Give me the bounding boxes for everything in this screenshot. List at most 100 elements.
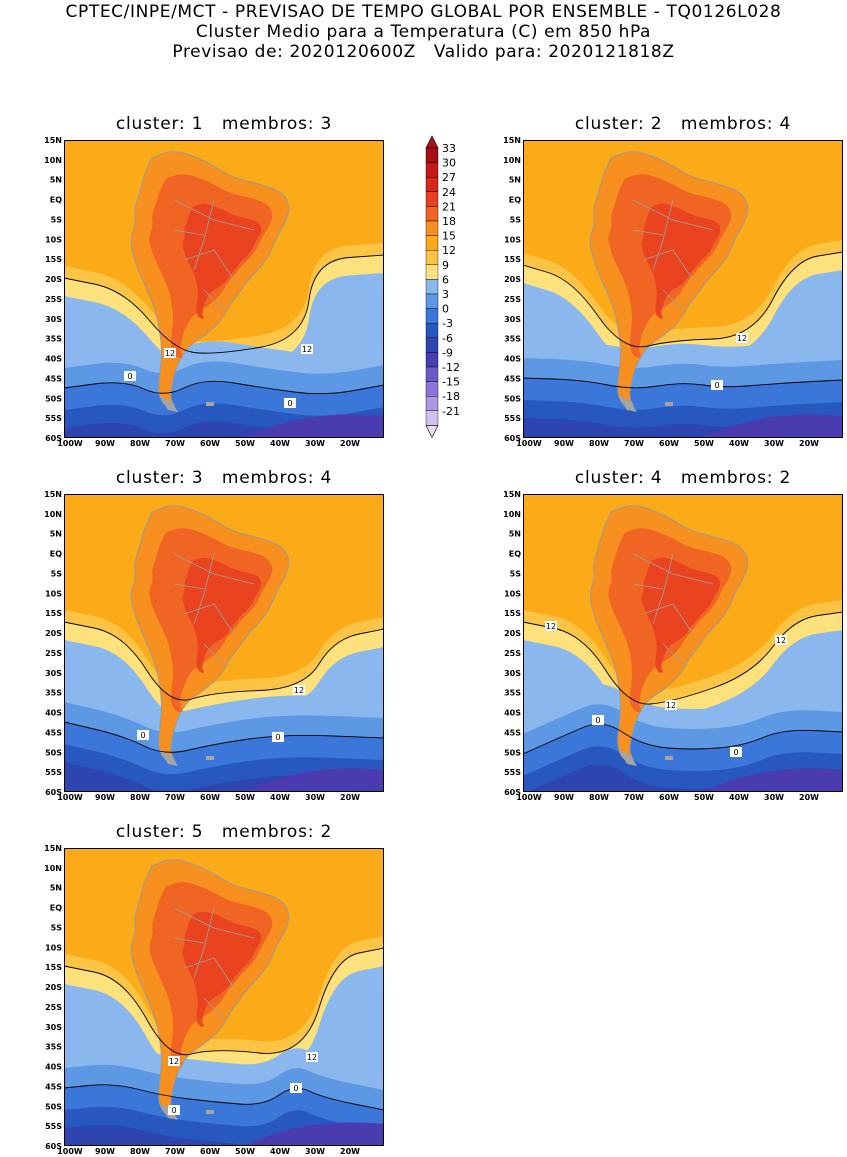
contour-label: 0 <box>127 372 132 381</box>
lat-tick-label: 20S <box>504 629 521 638</box>
map-axes: 15N 10N 5N EQ 5S 10S 15S 20S 25S 30S 35S 40S 45S 50S 5… <box>44 490 360 802</box>
map-axes: 15N 10N 5N EQ 5S 10S 15S 20S 25S 30S 35S 40S 45S 50S 5… <box>44 844 360 1156</box>
lat-tick-label: 25S <box>45 295 62 304</box>
lat-tick-label: 5N <box>509 530 521 539</box>
lat-tick-label: 40S <box>45 355 62 364</box>
lon-tick-label: 70W <box>165 439 185 448</box>
lat-tick-label: 15S <box>45 255 62 264</box>
lon-tick-label: 60W <box>200 439 220 448</box>
lat-tick-label: 10S <box>504 235 521 244</box>
lat-tick-label: 50S <box>504 394 521 403</box>
map-axes: 15N 10N 5N EQ 5S 10S 15S 20S 25S 30S 35S 40S 45S 50S 5… <box>44 136 360 448</box>
lon-tick-label: 60W <box>200 793 220 802</box>
lon-tick-label: 50W <box>235 793 255 802</box>
lat-tick-label: 25S <box>45 649 62 658</box>
lat-tick-label: 45S <box>45 728 62 737</box>
colorbar-swatch <box>425 220 439 236</box>
lat-tick-label: 45S <box>504 728 521 737</box>
colorbar-swatch <box>425 396 439 412</box>
map-axes: 15N 10N 5N EQ 5S 10S 15S 20S 25S 30S 35S 40S 45S 50S 5… <box>503 490 819 802</box>
lat-tick-label: 20S <box>45 275 62 284</box>
colorbar-label: 21 <box>442 200 456 213</box>
lat-tick-label: 5N <box>509 176 521 185</box>
lat-tick-label: 5S <box>510 215 522 224</box>
lat-tick-label: 55S <box>504 768 521 777</box>
contour-label: 12 <box>302 345 312 354</box>
contour-label: 12 <box>169 1057 179 1066</box>
lon-tick-label: 20W <box>799 793 819 802</box>
lat-tick-label: 40S <box>504 355 521 364</box>
lat-tick-label: 10N <box>503 156 521 165</box>
contour-label: 0 <box>287 399 292 408</box>
contour-label: 12 <box>165 349 175 358</box>
contour-label: 0 <box>293 1084 298 1093</box>
lat-tick-label: 25S <box>504 649 521 658</box>
lat-tick-label: 35S <box>45 689 62 698</box>
lat-tick-label: 10S <box>504 589 521 598</box>
lon-tick-label: 70W <box>624 793 644 802</box>
panel-title-2: cluster: 2 membros: 4 <box>574 114 792 134</box>
colorbar-swatch <box>425 264 439 280</box>
lat-tick-label: 30S <box>504 315 521 324</box>
map-cluster-4: 12 12 12 0 0 <box>523 494 843 792</box>
lat-tick-label: 5S <box>51 569 63 578</box>
header-line-1: CPTEC/INPE/MCT - PREVISAO DE TEMPO GLOBA… <box>65 2 782 22</box>
colorbar-label: 3 <box>442 288 449 301</box>
lon-tick-label: 70W <box>624 439 644 448</box>
colorbar-label: 6 <box>442 273 449 286</box>
lat-tick-label: 10N <box>503 510 521 519</box>
lon-tick-label: 30W <box>305 439 325 448</box>
colorbar-swatch <box>425 337 439 353</box>
lat-tick-label: 15S <box>45 963 62 972</box>
lon-tick-label: 70W <box>165 793 185 802</box>
contour-label: 12 <box>546 622 556 631</box>
lat-tick-label: 20S <box>45 983 62 992</box>
lat-tick-label: 35S <box>504 689 521 698</box>
lat-tick-label: EQ <box>50 550 62 559</box>
contour-label: 0 <box>595 716 600 725</box>
panel-title-3: cluster: 3 membros: 4 <box>115 468 333 488</box>
colorbar-label: 15 <box>442 230 456 243</box>
lon-tick-label: 90W <box>95 1147 115 1156</box>
colorbar-label: -12 <box>442 361 460 374</box>
lon-tick-label: 50W <box>235 439 255 448</box>
lon-tick-label: 100W <box>57 1147 83 1156</box>
map-cluster-2: 12 0 <box>523 140 843 438</box>
lon-tick-label: 40W <box>270 793 290 802</box>
map-cluster-1: 12 12 0 0 <box>64 140 384 438</box>
colorbar-label: 27 <box>442 171 456 184</box>
lat-tick-label: 15N <box>503 136 521 145</box>
lat-tick-label: 10N <box>44 156 62 165</box>
colorbar-label: 18 <box>442 215 456 228</box>
map-cluster-3: 12 0 0 <box>64 494 384 792</box>
contour-label: 12 <box>737 334 747 343</box>
lon-tick-label: 80W <box>589 793 609 802</box>
lon-tick-label: 90W <box>95 793 115 802</box>
colorbar-swatch <box>425 162 439 178</box>
lon-tick-label: 30W <box>305 793 325 802</box>
panel-title-1: cluster: 1 membros: 3 <box>115 114 333 134</box>
lat-tick-label: 15N <box>44 136 62 145</box>
lon-tick-label: 90W <box>554 439 574 448</box>
colorbar-swatch <box>425 293 439 309</box>
lon-tick-label: 50W <box>694 439 714 448</box>
colorbar-label: 9 <box>442 259 449 272</box>
lat-tick-label: 10S <box>45 235 62 244</box>
lat-tick-label: 30S <box>45 669 62 678</box>
lat-tick-label: 45S <box>504 374 521 383</box>
contour-label: 12 <box>307 1053 317 1062</box>
lat-tick-label: 50S <box>45 748 62 757</box>
lat-tick-label: 15N <box>503 490 521 499</box>
colorbar-label: -6 <box>442 332 453 345</box>
lat-tick-label: 40S <box>45 709 62 718</box>
lat-tick-label: 20S <box>45 629 62 638</box>
lon-tick-label: 60W <box>659 439 679 448</box>
lat-tick-label: 5S <box>51 923 63 932</box>
lat-tick-label: 30S <box>504 669 521 678</box>
lat-tick-label: 25S <box>504 295 521 304</box>
lon-tick-label: 50W <box>235 1147 255 1156</box>
lat-tick-label: 55S <box>45 1122 62 1131</box>
lat-tick-label: 30S <box>45 1023 62 1032</box>
colorbar-swatch <box>425 381 439 397</box>
lat-tick-label: 40S <box>504 709 521 718</box>
